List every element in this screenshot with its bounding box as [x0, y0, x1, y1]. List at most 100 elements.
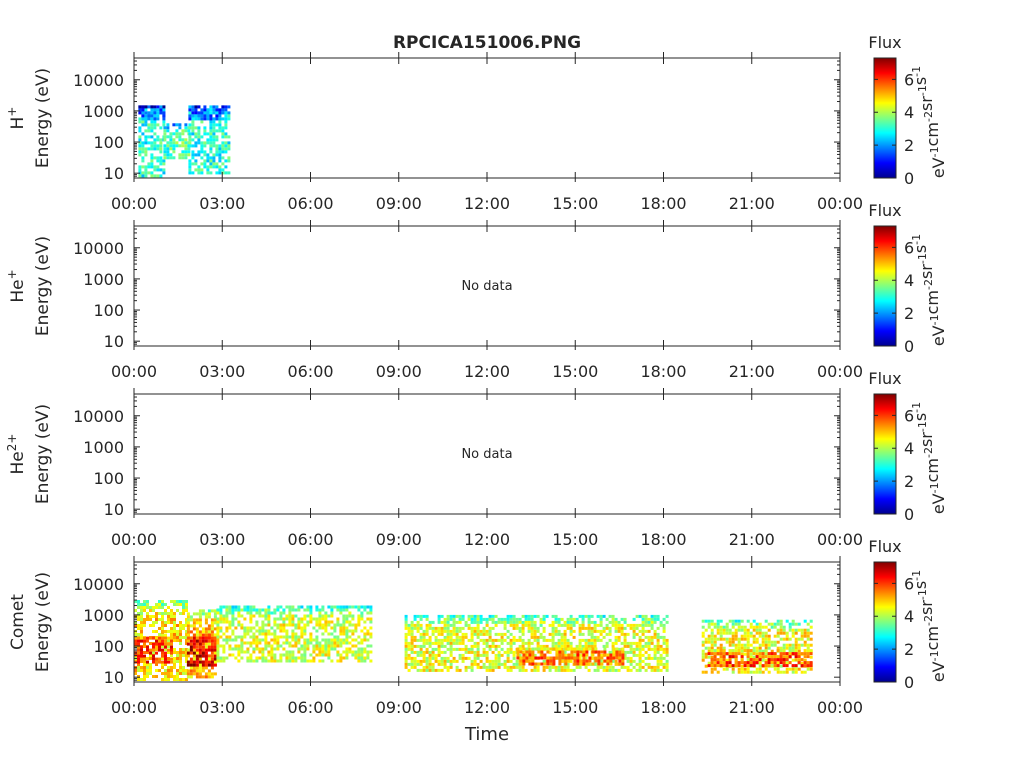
flux-cell: [599, 653, 603, 657]
flux-cell: [360, 641, 364, 645]
flux-cell: [752, 637, 756, 641]
flux-cell: [360, 629, 364, 633]
flux-cell: [537, 650, 541, 654]
flux-cell: [249, 626, 253, 630]
flux-cell: [425, 623, 429, 627]
flux-cell: [276, 623, 280, 627]
flux-cell: [209, 126, 213, 130]
flux-cell: [578, 638, 582, 642]
flux-cell: [543, 662, 547, 666]
flux-cell: [611, 644, 615, 648]
flux-cell: [567, 653, 571, 657]
flux-cell: [558, 662, 562, 666]
flux-cell: [369, 635, 373, 639]
flux-cell: [512, 653, 516, 657]
flux-cell: [557, 629, 561, 633]
flux-cell: [644, 641, 648, 645]
flux-cell: [348, 605, 352, 609]
flux-cell: [419, 653, 423, 657]
flux-cell: [155, 603, 158, 606]
flux-cell: [422, 659, 426, 663]
flux-cell: [650, 626, 654, 630]
flux-cell: [621, 659, 625, 663]
flux-cell: [330, 644, 334, 648]
flux-cell: [576, 659, 580, 663]
flux-cell: [261, 614, 265, 618]
flux-cell: [166, 153, 170, 157]
flux-cell: [806, 652, 810, 656]
flux-cell: [623, 635, 627, 639]
flux-cell: [176, 669, 179, 672]
flux-cell: [425, 632, 429, 636]
flux-cell: [506, 635, 510, 639]
flux-cell: [525, 647, 529, 651]
flux-cell: [137, 606, 140, 609]
flux-cell: [321, 605, 325, 609]
flux-cell: [192, 645, 196, 649]
flux-cell: [246, 632, 250, 636]
flux-cell: [351, 605, 355, 609]
flux-cell: [755, 637, 759, 641]
flux-cell: [632, 647, 636, 651]
flux-cell: [626, 656, 630, 660]
flux-cell: [218, 150, 222, 154]
flux-cell: [455, 647, 459, 651]
flux-cell: [167, 678, 170, 681]
flux-cell: [536, 641, 540, 645]
flux-cell: [767, 634, 771, 638]
flux-cell: [243, 635, 247, 639]
flux-cell: [146, 672, 149, 675]
flux-cell: [249, 608, 253, 612]
flux-cell: [166, 144, 170, 148]
flux-cell: [404, 659, 408, 663]
flux-cell: [749, 622, 753, 626]
flux-cell: [360, 650, 364, 654]
flux-cell: [140, 636, 143, 640]
flux-cell: [161, 645, 164, 648]
flux-cell: [172, 156, 176, 160]
flux-cell: [449, 665, 453, 669]
flux-cell: [261, 650, 265, 654]
flux-cell: [354, 629, 358, 633]
flux-cell: [530, 629, 534, 633]
flux-cell: [176, 633, 179, 636]
flux-cell: [149, 618, 152, 621]
flux-cell: [150, 105, 154, 109]
flux-cell: [770, 658, 774, 662]
flux-cell: [188, 114, 192, 118]
flux-cell: [650, 665, 654, 669]
y-tick-label: 10: [104, 164, 124, 183]
flux-cell: [144, 114, 148, 118]
flux-cell: [270, 644, 274, 648]
flux-cell: [192, 654, 196, 658]
flux-cell: [437, 632, 441, 636]
flux-cell: [776, 628, 780, 632]
flux-cell: [600, 662, 604, 666]
flux-cell: [158, 639, 161, 643]
flux-cell: [204, 666, 208, 670]
flux-cell: [345, 620, 349, 624]
flux-cell: [182, 648, 185, 651]
flux-cell: [455, 659, 459, 663]
flux-cell: [167, 675, 170, 678]
flux-cell: [647, 656, 651, 660]
flux-cell: [566, 662, 570, 666]
flux-cell: [615, 647, 619, 651]
flux-cell: [184, 123, 188, 127]
flux-cell: [470, 662, 474, 666]
flux-cell: [166, 150, 170, 154]
flux-cell: [590, 638, 594, 642]
flux-cell: [200, 111, 204, 115]
flux-cell: [614, 635, 618, 639]
flux-cell: [437, 668, 441, 672]
flux-cell: [164, 648, 167, 651]
flux-cell: [153, 126, 157, 130]
flux-cell: [494, 659, 498, 663]
flux-cell: [144, 174, 148, 178]
flux-cell: [617, 647, 621, 651]
flux-cell: [407, 653, 411, 657]
flux-cell: [345, 626, 349, 630]
flux-cell: [138, 144, 142, 148]
flux-cell: [665, 665, 669, 669]
flux-cell: [533, 638, 537, 642]
